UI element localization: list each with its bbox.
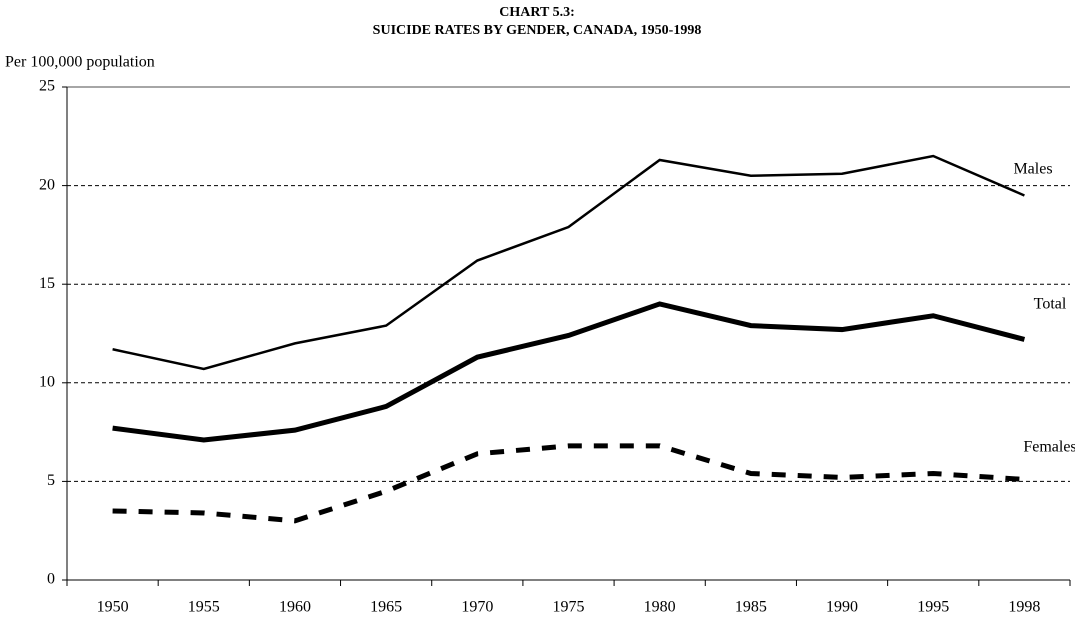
x-tick-label: 1955 — [188, 599, 220, 616]
x-tick-label: 1985 — [735, 599, 767, 616]
y-axis-label: Per 100,000 population — [5, 54, 155, 71]
x-tick-label: 1975 — [553, 599, 585, 616]
y-tick-label: 10 — [39, 373, 55, 390]
chart-subtitle: SUICIDE RATES BY GENDER, CANADA, 1950-19… — [373, 23, 702, 38]
x-tick-label: 1970 — [461, 599, 493, 616]
series-label: Total — [1034, 296, 1067, 313]
series-label: Males — [1013, 161, 1052, 178]
series-line — [112, 301, 1026, 443]
x-tick-label: 1960 — [279, 599, 311, 616]
y-tick-label: 5 — [47, 472, 55, 489]
y-tick-label: 15 — [39, 275, 55, 292]
x-tick-label: 1998 — [1008, 599, 1040, 616]
y-tick-label: 0 — [47, 571, 55, 588]
series-label: Females — [1023, 439, 1075, 456]
y-tick-label: 25 — [39, 78, 55, 95]
series-line — [112, 154, 1025, 371]
x-tick-label: 1965 — [370, 599, 402, 616]
chart-title: CHART 5.3: — [499, 5, 574, 20]
x-tick-label: 1950 — [97, 599, 129, 616]
x-tick-label: 1990 — [826, 599, 858, 616]
x-tick-label: 1995 — [917, 599, 949, 616]
x-tick-label: 1980 — [644, 599, 676, 616]
y-tick-label: 20 — [39, 176, 55, 193]
series-line — [112, 443, 1025, 524]
